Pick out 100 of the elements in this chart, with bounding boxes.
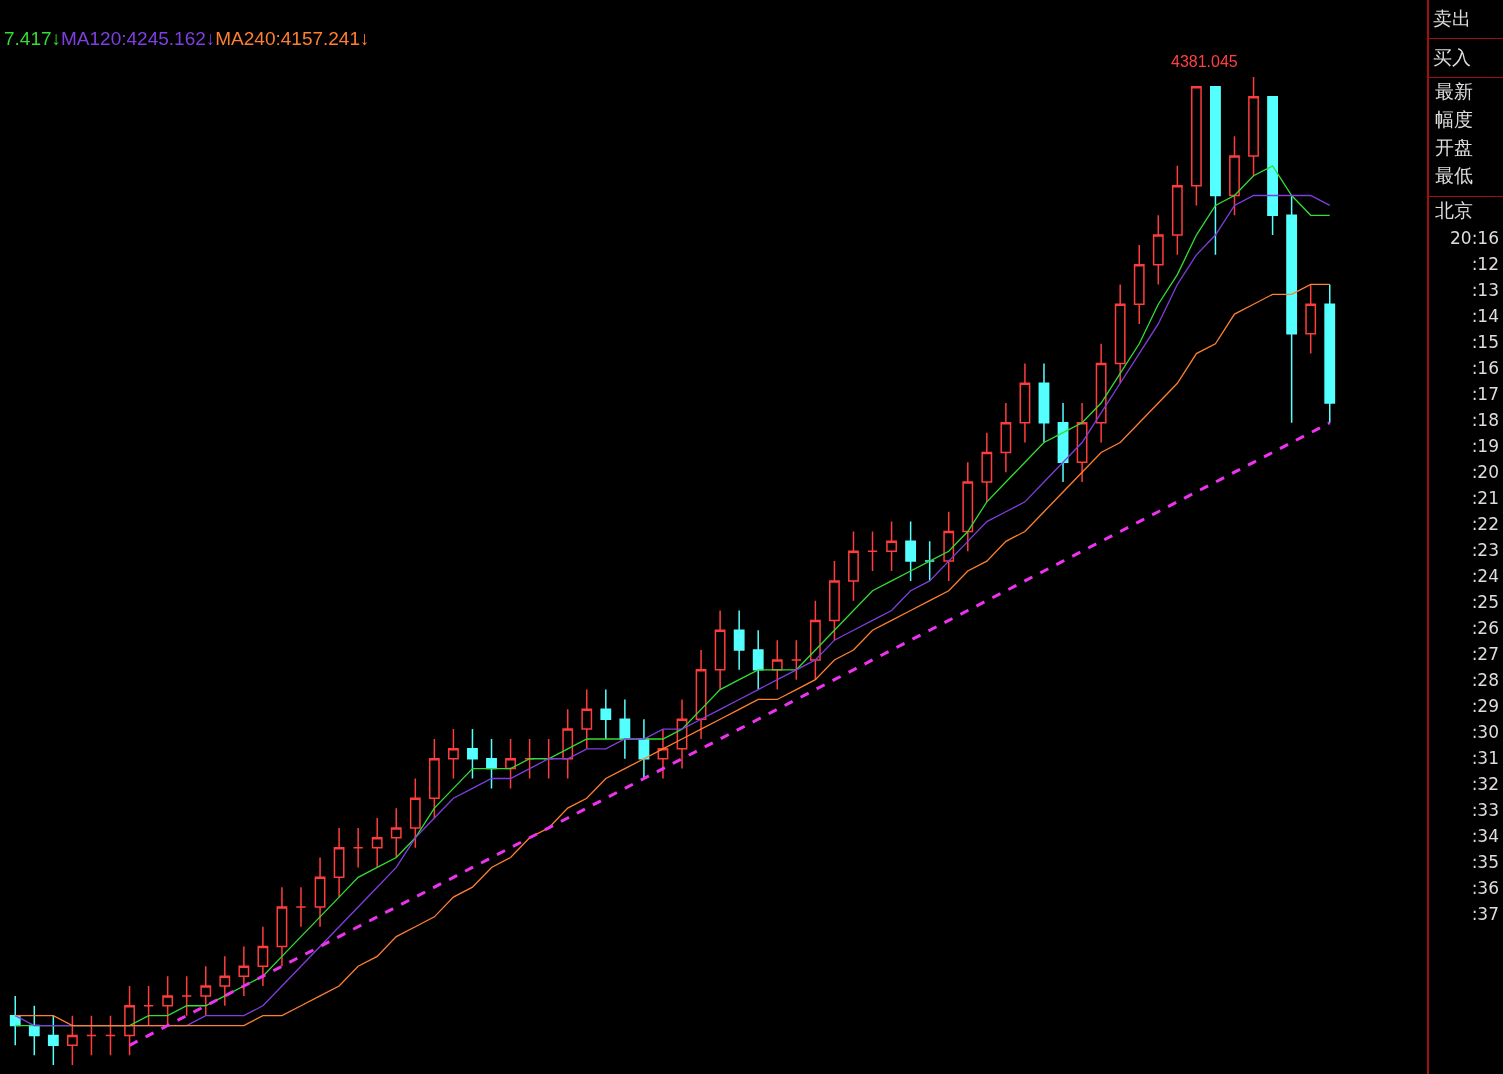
candlestick bbox=[695, 649, 707, 740]
candlestick bbox=[1267, 95, 1279, 236]
text: MA240:4157.241↓ bbox=[215, 28, 370, 49]
text: :16 bbox=[1470, 357, 1500, 380]
text: :15 bbox=[1470, 331, 1500, 354]
candlestick bbox=[600, 688, 612, 740]
candlestick bbox=[1095, 342, 1107, 444]
candlestick bbox=[143, 985, 155, 1027]
text: 北京 bbox=[1429, 196, 1503, 225]
text: :32 bbox=[1470, 773, 1500, 796]
candlestick bbox=[1076, 402, 1088, 483]
text: :25 bbox=[1470, 591, 1500, 614]
text: 幅度 bbox=[1434, 107, 1474, 132]
candlestick bbox=[1171, 165, 1183, 256]
candlestick bbox=[333, 827, 345, 898]
candlestick bbox=[619, 698, 631, 760]
candlestick bbox=[1229, 135, 1240, 217]
candlestick bbox=[1019, 362, 1031, 444]
candlestick bbox=[752, 629, 764, 691]
candlestick bbox=[1286, 194, 1298, 424]
candlestick bbox=[733, 609, 745, 671]
candlestick bbox=[714, 609, 726, 691]
text: 最低 bbox=[1434, 163, 1474, 188]
candlestick bbox=[28, 1005, 40, 1056]
text: :30 bbox=[1470, 721, 1500, 744]
candlestick bbox=[124, 985, 135, 1056]
text: 开盘 bbox=[1434, 135, 1474, 160]
text: :28 bbox=[1470, 669, 1500, 692]
candlestick bbox=[505, 738, 516, 790]
text: MA120:4245.162↓ bbox=[61, 28, 216, 49]
candlestick bbox=[9, 995, 21, 1047]
candlestick bbox=[886, 520, 897, 572]
text: :20 bbox=[1470, 461, 1500, 484]
candlestick bbox=[447, 728, 459, 780]
text: 买入 bbox=[1429, 39, 1503, 78]
text: :21 bbox=[1470, 487, 1500, 510]
text: :27 bbox=[1470, 643, 1500, 666]
candlestick bbox=[848, 530, 859, 602]
candlestick bbox=[105, 1014, 116, 1056]
candlestick bbox=[829, 560, 840, 641]
candlestick bbox=[562, 708, 574, 780]
text: :33 bbox=[1470, 799, 1500, 822]
candlestick bbox=[66, 1014, 78, 1066]
text: 最新 bbox=[1434, 79, 1474, 104]
candlestick bbox=[86, 1014, 97, 1056]
candlestick bbox=[238, 945, 250, 997]
text: :18 bbox=[1470, 409, 1500, 432]
candlestick bbox=[1057, 402, 1069, 483]
text: :12 bbox=[1470, 253, 1500, 276]
candlestick bbox=[200, 965, 212, 1017]
text: :37 bbox=[1470, 903, 1500, 926]
candlestick bbox=[409, 777, 421, 849]
text: :17 bbox=[1470, 383, 1500, 406]
candlestick bbox=[943, 510, 955, 582]
candlestick bbox=[581, 688, 593, 750]
candlestick bbox=[371, 817, 383, 869]
candlestick bbox=[257, 925, 269, 987]
candlestick bbox=[467, 728, 478, 780]
text: 20:16 bbox=[1449, 227, 1500, 250]
text: :26 bbox=[1470, 617, 1500, 640]
candlestick bbox=[1038, 362, 1050, 444]
text: :22 bbox=[1470, 513, 1500, 536]
text: :19 bbox=[1470, 435, 1500, 458]
candlestick bbox=[219, 955, 231, 1007]
candlestick bbox=[905, 520, 917, 582]
candlestick bbox=[867, 530, 878, 572]
candlestick bbox=[771, 639, 783, 691]
text: :29 bbox=[1470, 695, 1500, 718]
candlestick bbox=[1133, 244, 1145, 325]
candlestick bbox=[1000, 402, 1012, 473]
candlestick bbox=[428, 738, 440, 819]
text: 7.417↓ bbox=[4, 28, 62, 49]
candlestick bbox=[390, 807, 402, 859]
text: :13 bbox=[1470, 279, 1500, 302]
candlestick bbox=[657, 728, 669, 780]
text: 4381.045 bbox=[1171, 53, 1238, 70]
candlestick bbox=[352, 827, 364, 869]
candlestick bbox=[47, 1014, 59, 1066]
candlestick bbox=[276, 886, 288, 967]
candlestick bbox=[1190, 86, 1202, 207]
candlestick bbox=[1152, 214, 1164, 286]
text: :31 bbox=[1470, 747, 1500, 770]
candlestick bbox=[1305, 283, 1317, 355]
text: :14 bbox=[1470, 305, 1500, 328]
candlestick bbox=[638, 718, 650, 780]
text: :35 bbox=[1470, 851, 1500, 874]
candlestick bbox=[981, 431, 993, 503]
candlestick bbox=[1248, 76, 1259, 177]
candlestick bbox=[162, 975, 174, 1027]
candlestick bbox=[314, 856, 326, 928]
candlestick bbox=[1210, 86, 1221, 256]
text: :36 bbox=[1470, 877, 1500, 900]
candlestick bbox=[1324, 283, 1336, 424]
candlestick bbox=[809, 599, 821, 681]
text: 卖出 bbox=[1429, 0, 1503, 39]
text: :23 bbox=[1470, 539, 1500, 562]
text: :34 bbox=[1470, 825, 1500, 848]
candlestick bbox=[1114, 283, 1126, 385]
candlestick bbox=[486, 738, 497, 790]
candlestick bbox=[962, 461, 974, 552]
